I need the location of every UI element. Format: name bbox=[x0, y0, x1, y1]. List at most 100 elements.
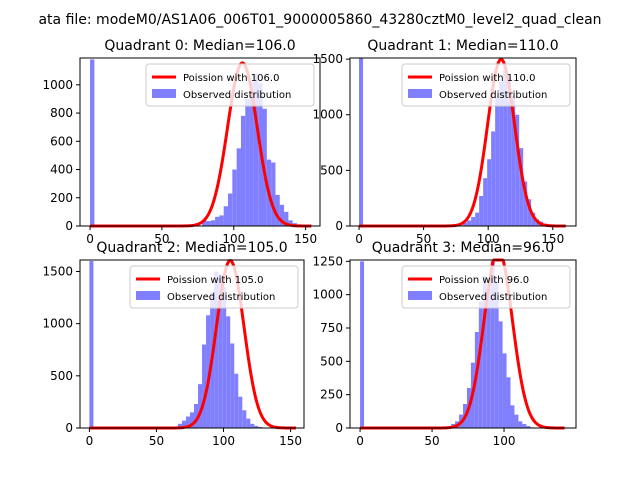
y-tick-label: 1500 bbox=[42, 264, 73, 278]
legend-poisson-label: Poission with 106.0 bbox=[183, 73, 279, 84]
y-tick-label: 500 bbox=[50, 369, 73, 383]
histogram-bar bbox=[471, 217, 476, 226]
histogram-bar bbox=[498, 321, 503, 428]
x-tick-label: 50 bbox=[149, 434, 164, 448]
legend: Poission with 105.0 Observed distribution bbox=[129, 265, 299, 309]
histogram-bar bbox=[526, 426, 531, 428]
plot-frame bbox=[349, 259, 577, 429]
histogram-bar bbox=[494, 281, 499, 428]
histogram-bar bbox=[249, 82, 254, 226]
legend: Poission with 96.0 Observed distribution bbox=[401, 265, 571, 309]
histogram-bar bbox=[230, 343, 235, 428]
histogram-bar bbox=[288, 220, 293, 226]
y-tick-label: 250 bbox=[320, 388, 343, 402]
legend-box bbox=[129, 265, 299, 309]
histogram-bar bbox=[185, 416, 190, 428]
histogram-bar bbox=[284, 211, 289, 226]
histogram-bar bbox=[253, 73, 259, 226]
histogram-bar bbox=[181, 420, 186, 428]
histogram-bar bbox=[279, 204, 285, 226]
histogram-bar bbox=[222, 287, 227, 428]
y-tick-label: 800 bbox=[50, 106, 73, 120]
x-tick-label: 0 bbox=[356, 434, 364, 448]
quadrant-title: Quadrant 3: Median=96.0 bbox=[372, 240, 554, 256]
x-tick-label: 100 bbox=[212, 434, 235, 448]
histogram-bar bbox=[479, 195, 484, 226]
quadrant-title: Quadrant 1: Median=110.0 bbox=[367, 38, 558, 54]
x-tick-label: 100 bbox=[477, 232, 500, 246]
histogram-bar bbox=[232, 169, 237, 226]
plot-frame bbox=[349, 57, 577, 227]
histogram-bar bbox=[275, 194, 280, 226]
histogram-bar bbox=[463, 222, 468, 226]
histogram-bar bbox=[246, 418, 251, 428]
x-tick-label: 0 bbox=[86, 434, 94, 448]
histogram-bar bbox=[531, 212, 536, 226]
legend-box bbox=[401, 63, 571, 107]
x-tick-label: 0 bbox=[355, 232, 363, 246]
histogram-bar bbox=[238, 396, 243, 428]
histogram-bar bbox=[527, 199, 532, 226]
legend-poisson-label: Poission with 96.0 bbox=[439, 275, 529, 286]
y-tick-label: 500 bbox=[320, 163, 343, 177]
x-tick-label: 0 bbox=[86, 232, 94, 246]
histogram-bar bbox=[198, 384, 203, 428]
histogram-bar bbox=[245, 98, 250, 226]
histogram-bar bbox=[202, 344, 207, 428]
histogram-bar bbox=[515, 114, 520, 226]
y-tick-label: 1500 bbox=[312, 52, 343, 66]
histogram-bar bbox=[487, 159, 492, 226]
x-tick-label: 50 bbox=[154, 232, 169, 246]
legend: Poission with 106.0 Observed distribution bbox=[145, 63, 315, 107]
plot-frame bbox=[79, 57, 321, 227]
histogram-bar bbox=[507, 76, 512, 226]
y-tick-label: 500 bbox=[320, 354, 343, 368]
y-tick-label: 1000 bbox=[312, 108, 343, 122]
x-tick-label: 150 bbox=[294, 232, 317, 246]
histogram-bar bbox=[360, 261, 365, 428]
histogram-bar bbox=[90, 59, 95, 226]
histogram-bar bbox=[523, 181, 528, 226]
plot-frame bbox=[79, 259, 305, 429]
histogram-bar bbox=[223, 206, 229, 226]
histogram-bar bbox=[258, 426, 263, 428]
quadrant-title: Quadrant 2: Median=105.0 bbox=[96, 240, 287, 256]
legend-poisson-label: Poission with 110.0 bbox=[439, 73, 535, 84]
y-tick-label: 0 bbox=[335, 421, 343, 435]
legend-observed-label: Observed distribution bbox=[183, 90, 291, 101]
histogram-bar bbox=[254, 425, 259, 428]
histogram-bar bbox=[467, 220, 472, 226]
histogram-bar bbox=[514, 414, 519, 428]
histogram-bar bbox=[177, 423, 182, 428]
histogram-bar bbox=[518, 421, 523, 428]
legend: Poission with 110.0 Observed distribution bbox=[401, 63, 571, 107]
figure-suptitle: ata file: modeM0/AS1A06_006T01_900000586… bbox=[38, 12, 601, 28]
histogram-bar bbox=[359, 58, 364, 226]
histogram-bar bbox=[522, 424, 527, 428]
x-tick-label: 100 bbox=[493, 434, 516, 448]
histogram-bar bbox=[495, 98, 500, 226]
quadrant-0-plot: 0 50 100 150 0 200 400 600 800 1000 Quadrant 0: Me… bbox=[42, 38, 321, 246]
x-tick-label: 150 bbox=[541, 232, 564, 246]
histogram-bar bbox=[189, 412, 195, 428]
y-tick-label: 1000 bbox=[42, 78, 73, 92]
histogram-bar bbox=[475, 212, 480, 226]
histogram-bar bbox=[218, 274, 223, 428]
x-tick-label: 50 bbox=[416, 232, 431, 246]
histogram-bar bbox=[210, 220, 216, 226]
x-tick-label: 150 bbox=[279, 434, 302, 448]
y-tick-label: 0 bbox=[335, 219, 343, 233]
histogram-bar bbox=[234, 373, 239, 428]
histogram-bar bbox=[502, 353, 507, 428]
y-tick-label: 1000 bbox=[312, 288, 343, 302]
legend-observed-label: Observed distribution bbox=[439, 90, 547, 101]
legend-box bbox=[401, 265, 571, 309]
histogram-bar bbox=[215, 216, 220, 226]
legend-observed-label: Observed distribution bbox=[439, 292, 547, 303]
histogram-bar bbox=[483, 178, 488, 226]
y-tick-label: 750 bbox=[320, 321, 343, 335]
y-tick-label: 200 bbox=[50, 191, 73, 205]
legend-observed-label: Observed distribution bbox=[167, 292, 275, 303]
quadrant-title: Quadrant 0: Median=106.0 bbox=[104, 38, 295, 54]
